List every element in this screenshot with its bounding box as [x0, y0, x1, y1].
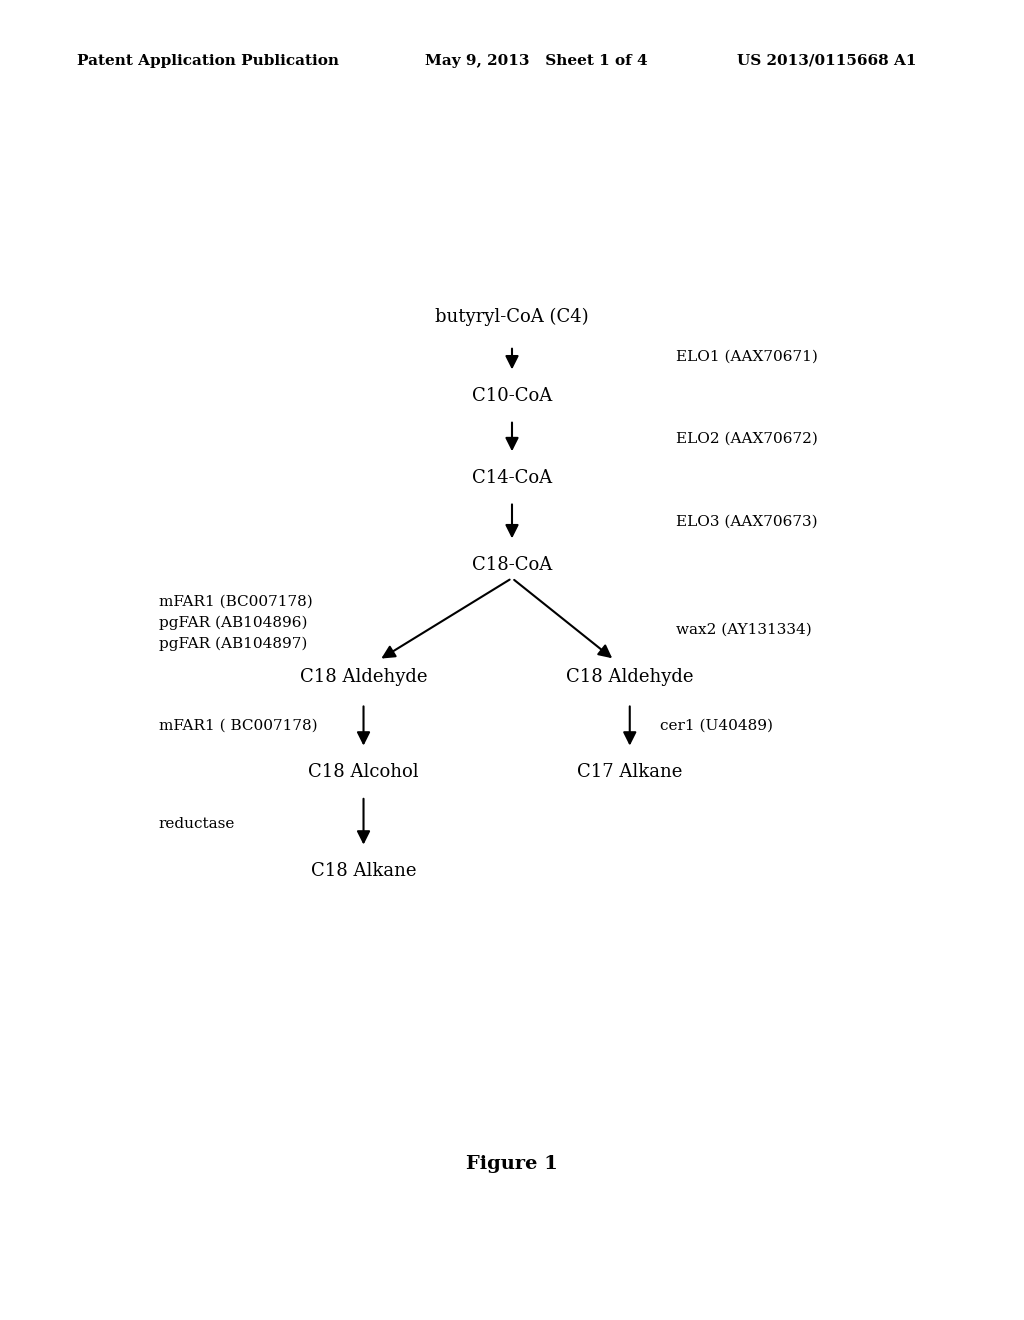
Text: ELO3 (AAX70673): ELO3 (AAX70673): [676, 515, 817, 528]
FancyArrowPatch shape: [358, 706, 369, 743]
Text: wax2 (AY131334): wax2 (AY131334): [676, 623, 812, 636]
Text: C17 Alkane: C17 Alkane: [578, 763, 682, 781]
FancyArrowPatch shape: [507, 504, 517, 536]
Text: cer1 (U40489): cer1 (U40489): [660, 719, 773, 733]
Text: mFAR1 (BC007178)
pgFAR (AB104896)
pgFAR (AB104897): mFAR1 (BC007178) pgFAR (AB104896) pgFAR …: [159, 595, 312, 651]
Text: ELO1 (AAX70671): ELO1 (AAX70671): [676, 350, 818, 363]
Text: C18 Aldehyde: C18 Aldehyde: [300, 668, 427, 686]
FancyArrowPatch shape: [625, 706, 635, 743]
FancyArrowPatch shape: [507, 348, 517, 367]
FancyArrowPatch shape: [514, 579, 610, 657]
Text: May 9, 2013   Sheet 1 of 4: May 9, 2013 Sheet 1 of 4: [425, 54, 647, 67]
Text: C14-CoA: C14-CoA: [472, 469, 552, 487]
Text: US 2013/0115668 A1: US 2013/0115668 A1: [737, 54, 916, 67]
Text: butyryl-CoA (C4): butyryl-CoA (C4): [435, 308, 589, 326]
Text: ELO2 (AAX70672): ELO2 (AAX70672): [676, 432, 818, 445]
Text: Patent Application Publication: Patent Application Publication: [77, 54, 339, 67]
Text: reductase: reductase: [159, 817, 236, 830]
Text: C18-CoA: C18-CoA: [472, 556, 552, 574]
FancyArrowPatch shape: [358, 799, 369, 842]
Text: C18 Aldehyde: C18 Aldehyde: [566, 668, 693, 686]
Text: C18 Alcohol: C18 Alcohol: [308, 763, 419, 781]
FancyArrowPatch shape: [507, 422, 517, 449]
Text: C18 Alkane: C18 Alkane: [310, 862, 417, 880]
Text: mFAR1 ( BC007178): mFAR1 ( BC007178): [159, 719, 317, 733]
Text: C10-CoA: C10-CoA: [472, 387, 552, 405]
Text: Figure 1: Figure 1: [466, 1155, 558, 1173]
FancyArrowPatch shape: [383, 579, 510, 657]
